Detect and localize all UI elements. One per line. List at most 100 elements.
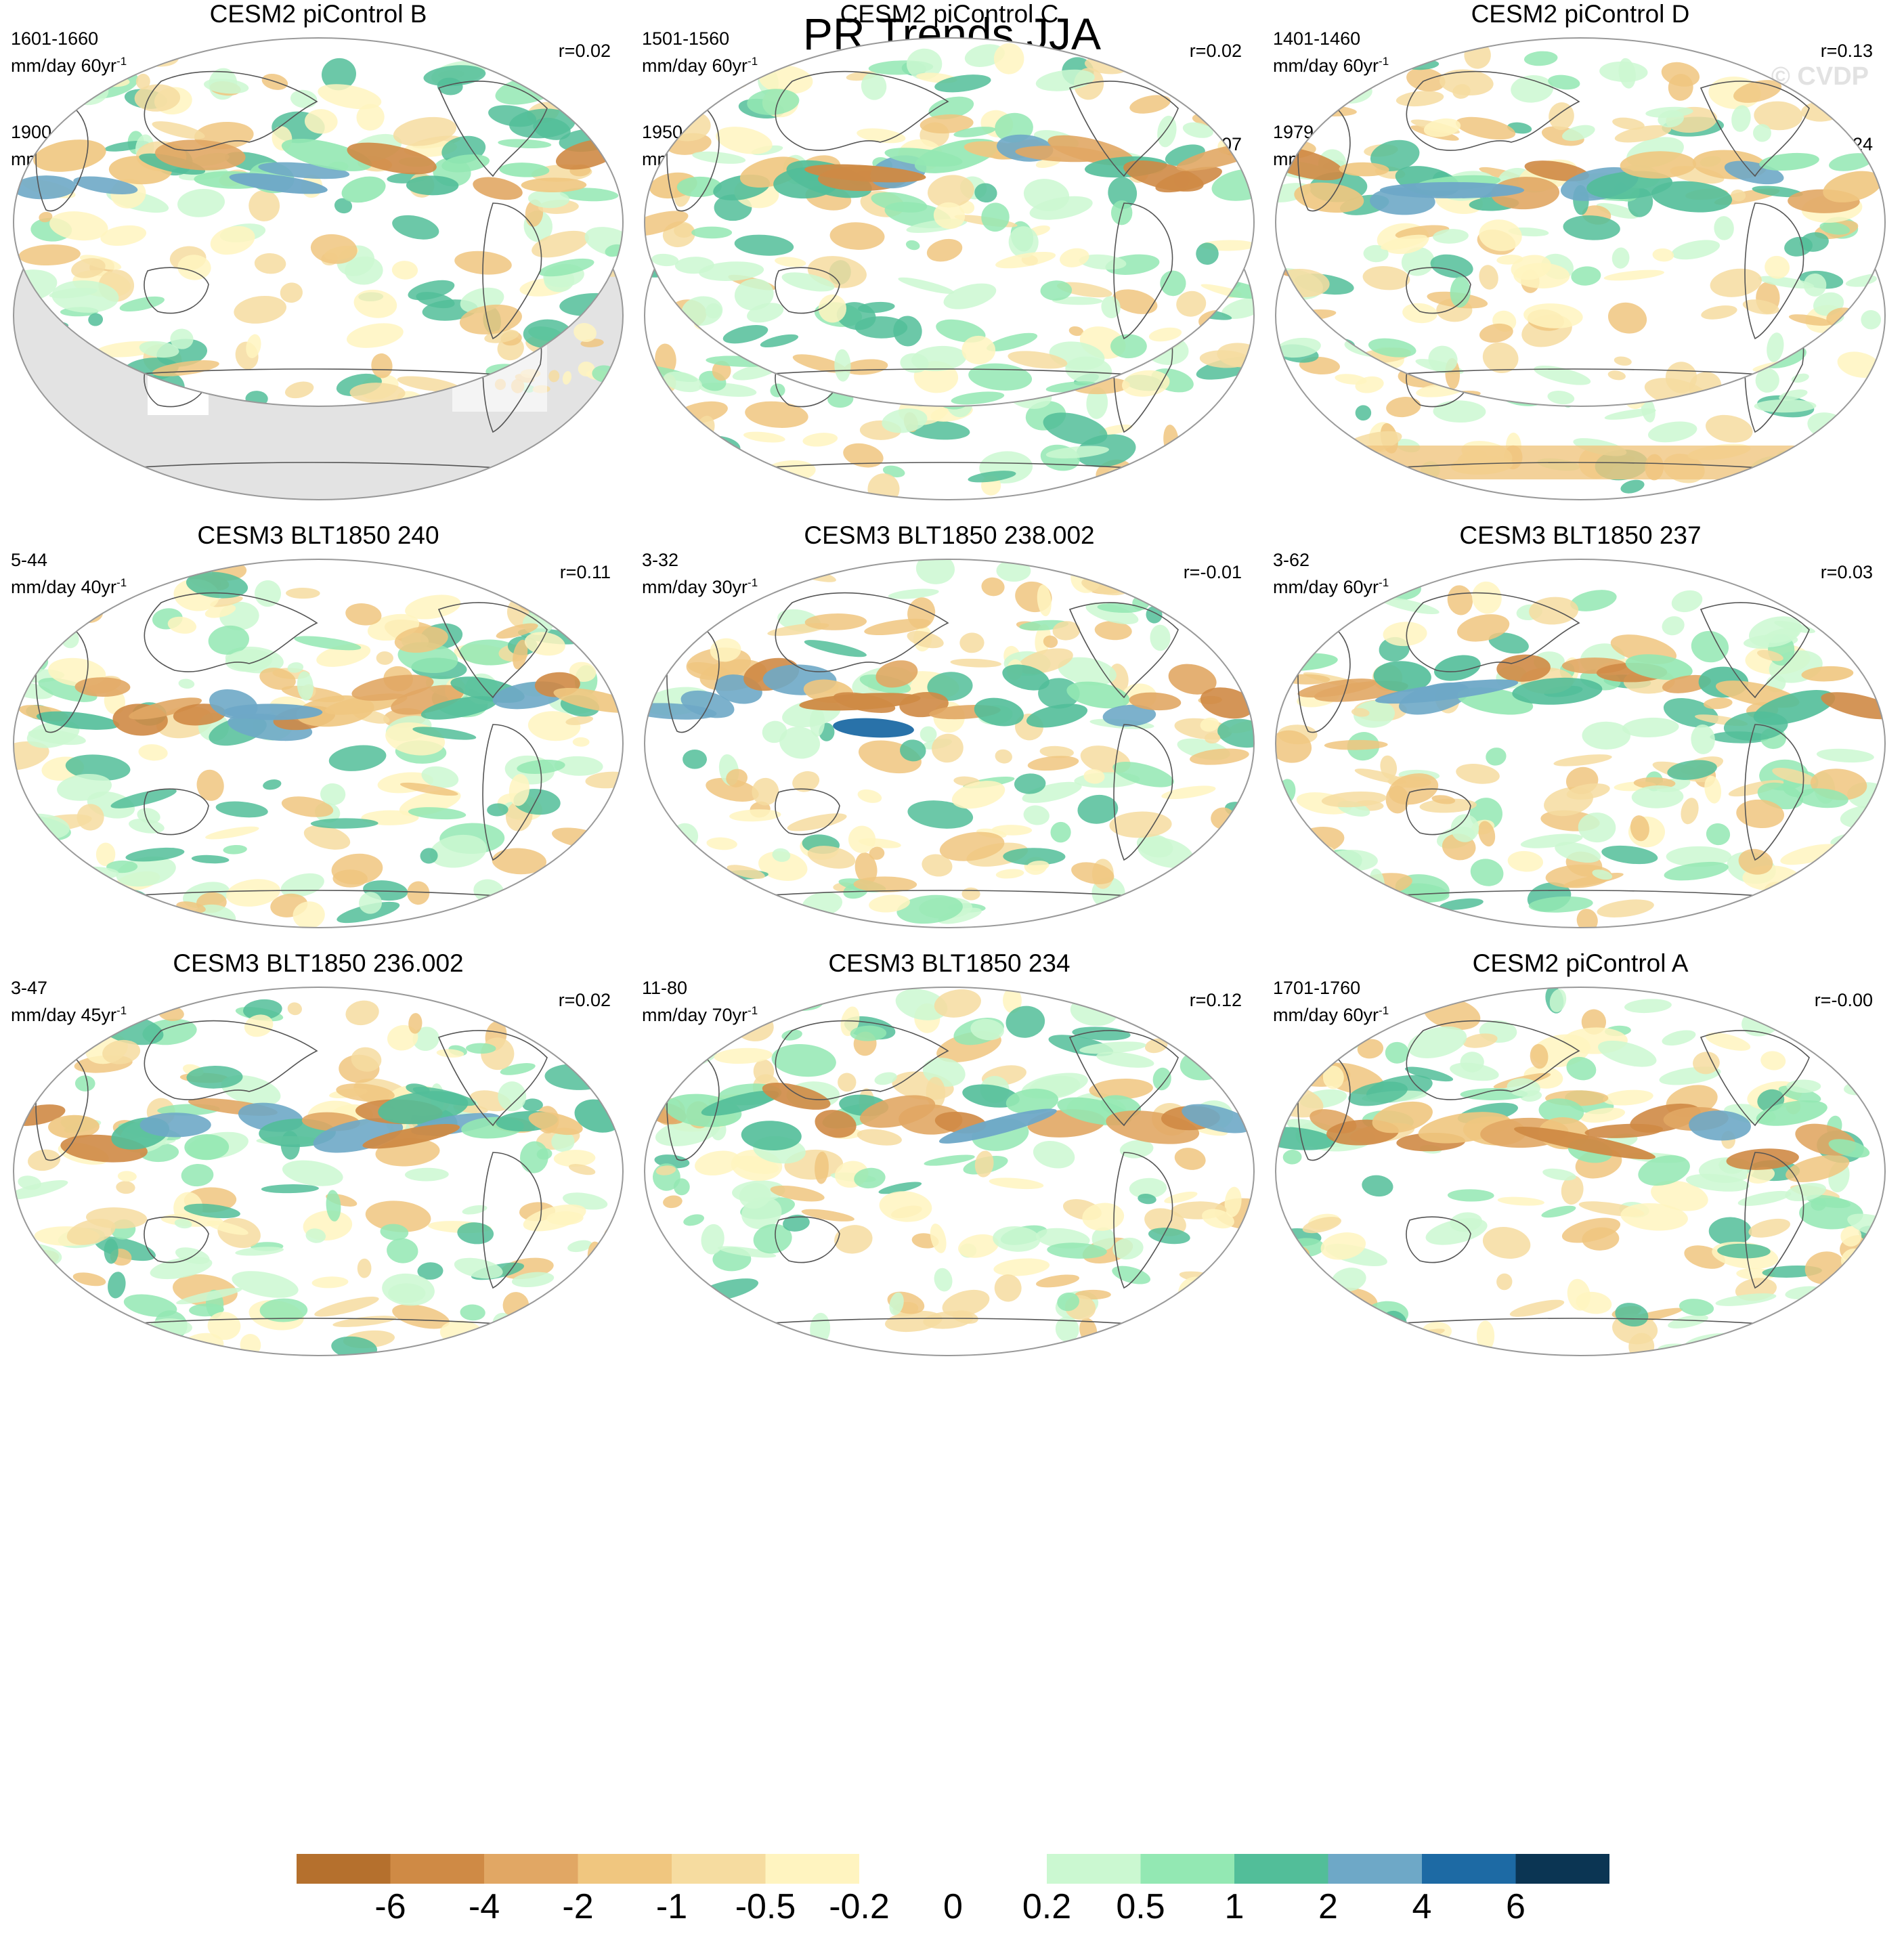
trend-blob	[496, 623, 538, 639]
trend-blob	[1666, 846, 1732, 867]
trend-blob	[176, 1288, 242, 1305]
trend-blob	[968, 471, 1016, 483]
trend-blob	[1779, 389, 1808, 401]
trend-blob	[174, 1219, 192, 1229]
trend-blob	[714, 1047, 773, 1064]
trend-blob	[1647, 421, 1697, 443]
trend-blob	[1714, 216, 1734, 240]
trend-blob	[18, 244, 81, 266]
panel-units-text: mm/day 70yr	[642, 1005, 748, 1025]
trend-blob	[691, 226, 733, 239]
trend-blob	[1354, 769, 1407, 784]
trend-blob	[1820, 1024, 1867, 1045]
trend-blob	[1112, 762, 1174, 787]
trend-blob	[1738, 848, 1773, 875]
trend-blob	[594, 591, 609, 605]
trend-blob	[259, 668, 296, 690]
trend-blob	[706, 777, 759, 802]
trend-blob	[1160, 270, 1186, 297]
trend-blob	[710, 638, 741, 662]
trend-blob	[1780, 844, 1840, 865]
trend-blob	[473, 177, 523, 200]
trend-blob	[548, 370, 560, 383]
trend-blob	[40, 1039, 64, 1060]
trend-blob	[1058, 657, 1117, 686]
trend-blob	[592, 602, 622, 620]
coastline	[144, 1020, 318, 1100]
trend-blob	[848, 825, 876, 853]
trend-blob	[1131, 581, 1175, 594]
trend-blob	[1228, 636, 1254, 654]
trend-blob	[692, 151, 746, 164]
trend-blob	[1161, 785, 1216, 800]
trend-blob	[406, 175, 459, 196]
coastline	[437, 1030, 548, 1127]
coastline	[144, 70, 318, 151]
trend-blob	[246, 334, 261, 358]
trend-blob	[1168, 664, 1217, 695]
trend-blob	[1620, 151, 1697, 179]
trend-blob	[1036, 1274, 1079, 1288]
trend-blob	[701, 1224, 724, 1255]
trend-blob	[1236, 1260, 1254, 1290]
trend-blob	[287, 1002, 302, 1016]
panel-period: 3-47	[11, 978, 48, 998]
trend-blob	[1190, 1319, 1210, 1334]
trend-blob	[310, 818, 378, 829]
trend-blob	[1496, 1273, 1513, 1291]
map-panel: CESM3 BLT1850 234 11-80 mm/day 70yr-1 r=0.1…	[636, 949, 1262, 1364]
trend-blob	[408, 807, 467, 820]
trend-blob	[727, 865, 765, 879]
trend-blob	[1388, 773, 1439, 805]
trend-blob	[1611, 247, 1630, 269]
trend-blob	[1056, 282, 1112, 298]
trend-blob	[1089, 1079, 1153, 1100]
trend-blob	[1383, 622, 1427, 647]
trend-blob	[1303, 441, 1329, 469]
trend-blob	[779, 727, 821, 759]
trend-blob	[1614, 356, 1632, 366]
trend-blob	[1641, 397, 1656, 423]
trend-blob	[1664, 861, 1729, 881]
trend-blob	[412, 727, 477, 740]
trend-blob	[804, 164, 926, 183]
trend-blob	[1047, 1242, 1107, 1259]
trend-blob	[1479, 219, 1522, 251]
trend-blob	[1209, 1274, 1254, 1290]
trend-blob	[1819, 221, 1851, 235]
trend-blob	[501, 989, 551, 1008]
trend-blob	[1549, 989, 1567, 1012]
panel-title: CESM2 piControl A	[1472, 949, 1689, 977]
trend-blob	[538, 258, 594, 277]
trend-blob	[536, 1148, 553, 1160]
trend-blob	[371, 353, 393, 379]
trend-blob	[423, 65, 486, 87]
trend-blob	[1507, 850, 1544, 872]
trend-blob	[1808, 74, 1834, 100]
trend-blob	[521, 177, 587, 193]
trend-blob	[167, 616, 197, 634]
trend-blob	[387, 1024, 418, 1051]
trend-blob	[1705, 1033, 1751, 1051]
trend-blob	[1276, 730, 1312, 763]
trend-blob	[347, 142, 437, 175]
trend-blob	[1375, 679, 1519, 704]
coastline	[144, 1216, 209, 1263]
trend-blob	[40, 102, 56, 120]
trend-blob	[1322, 1065, 1344, 1089]
map-border	[13, 37, 624, 407]
coastline	[1113, 1152, 1173, 1289]
trend-blob	[1005, 1006, 1045, 1038]
trend-blob	[1849, 94, 1885, 125]
trend-blob	[687, 662, 731, 677]
trend-blob	[14, 1180, 68, 1200]
trend-blob	[1746, 1167, 1775, 1184]
trend-blob	[1638, 1155, 1690, 1186]
trend-blob	[1040, 280, 1073, 301]
trend-blob	[1224, 460, 1254, 486]
trend-blob	[1757, 649, 1783, 662]
trend-blob	[1302, 1217, 1342, 1234]
colorbar-swatch	[953, 1854, 1047, 1884]
trend-blob	[1704, 775, 1722, 804]
trend-blob	[781, 1029, 802, 1041]
